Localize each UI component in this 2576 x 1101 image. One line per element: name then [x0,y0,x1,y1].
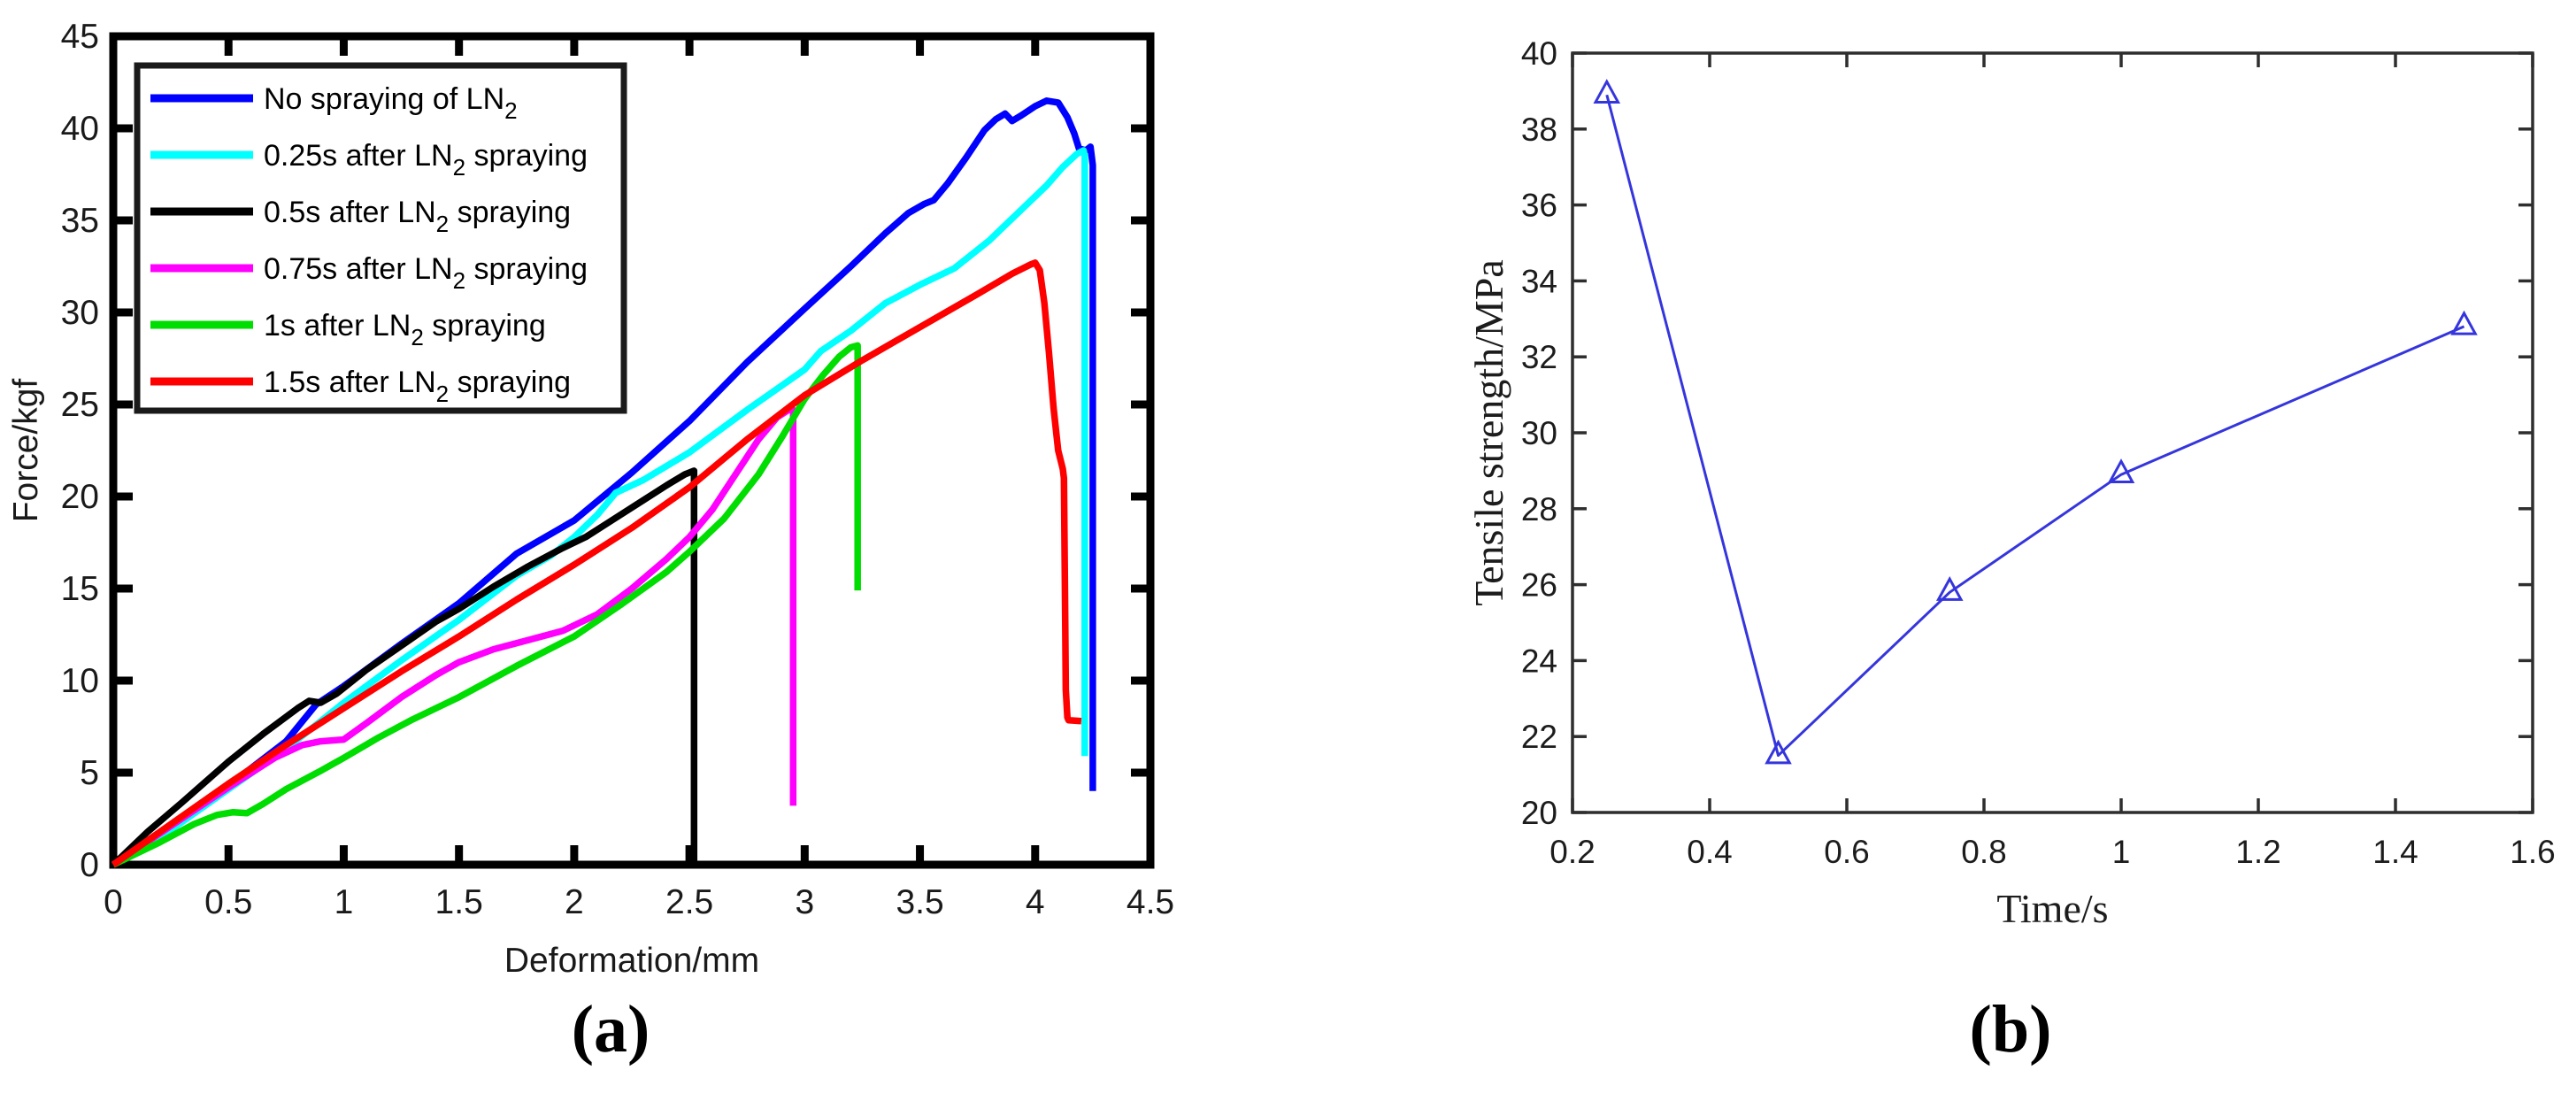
y-tick-label: 34 [1521,263,1557,299]
curve-0.75s-after [111,406,797,868]
legend-box [134,62,627,414]
y-tick-label: 30 [1521,415,1557,451]
y-tick-label: 25 [61,386,99,424]
triangle-up-marker-icon [2107,458,2135,483]
y-tick-label: 45 [61,18,99,56]
x-tick-label: 3 [795,883,814,921]
y-tick-label: 24 [1521,643,1557,679]
x-tick-label: 2 [565,883,584,921]
curve-tensile-strength [1605,94,2465,758]
y-tick-label: 10 [61,662,99,700]
legend-entry-label: 1s after LN2 spraying [264,309,546,350]
chart-b: 0.2 0.4 0.6 0.8 1 1.2 1.4 1.6 20 22 24 26 28 30 32 34 36… [1466,35,2556,931]
x-axis-label: Deformation/mm [504,942,759,980]
x-tick-label: 0.5 [204,883,252,921]
y-axis-label: Force/kgf [7,379,45,523]
legend-entry-label: 1.5s after LN2 spraying [264,366,571,407]
triangle-up-marker-icon [1935,576,1964,601]
x-tick-label: 1.6 [2510,834,2555,870]
legend-entry-label: 0.75s after LN2 spraying [264,252,588,294]
x-tick-label: 1.4 [2372,834,2418,870]
legend-entry-label: 0.25s after LN2 spraying [264,139,588,181]
chart-a: 0 0.5 1 1.5 2 2.5 3 3.5 4 4.5 0 5 10 15 20 25 30 35 40 45 De… [7,18,1174,980]
x-tick-label: 1 [2112,834,2131,870]
triangle-up-marker-icon [1593,79,1621,104]
triangle-up-marker-icon [1765,739,1792,765]
curve-1s-after [111,342,861,868]
y-tick-label: 20 [1521,795,1557,831]
y-tick-label: 15 [61,570,99,608]
x-tick-label: 0 [104,883,123,921]
caption-b: (b) [1969,992,2052,1066]
x-tick-label: 0.2 [1549,834,1595,870]
x-tick-label: 4.5 [1127,883,1174,921]
y-tick-label: 36 [1521,188,1557,224]
y-tick-label: 28 [1521,491,1557,527]
x-tick-label: 3.5 [896,883,943,921]
y-tick-label: 22 [1521,719,1557,755]
caption-a: (a) [571,992,650,1066]
x-tick-label: 1.5 [435,883,483,921]
legend-entry-label: No spraying of LN2 [264,82,518,124]
y-axis-label: Tensile strength/MPa [1466,259,1511,606]
y-tick-label: 30 [61,294,99,332]
x-tick-label: 1.2 [2235,834,2280,870]
legend-a: No spraying of LN2 0.25s after LN2 sprayi… [134,62,627,414]
y-tick-label: 35 [61,202,99,240]
x-tick-label: 0.8 [1961,834,2006,870]
x-tick-label: 0.6 [1824,834,1869,870]
y-tick-label: 40 [1521,35,1557,72]
curve-1.5s-after [111,259,1082,868]
triangle-up-marker-icon [2450,310,2478,335]
y-tick-label: 38 [1521,112,1557,148]
legend-entry-label: 0.5s after LN2 spraying [264,196,571,237]
x-tick-label: 4 [1026,883,1045,921]
y-tick-label: 20 [61,478,99,516]
y-tick-label: 26 [1521,567,1557,604]
y-tick-label: 5 [80,754,99,792]
y-tick-label: 0 [80,846,99,884]
x-tick-label: 2.5 [665,883,713,921]
x-tick-label: 1 [334,883,354,921]
y-tick-label: 40 [61,110,99,148]
curve-0.5s-after [111,467,698,867]
curve-0.25s-after [111,147,1088,868]
x-tick-label: 0.4 [1687,834,1732,870]
plot-box-b [1571,51,2534,814]
y-tick-label: 32 [1521,339,1557,375]
x-axis-label: Time/s [1996,886,2108,931]
